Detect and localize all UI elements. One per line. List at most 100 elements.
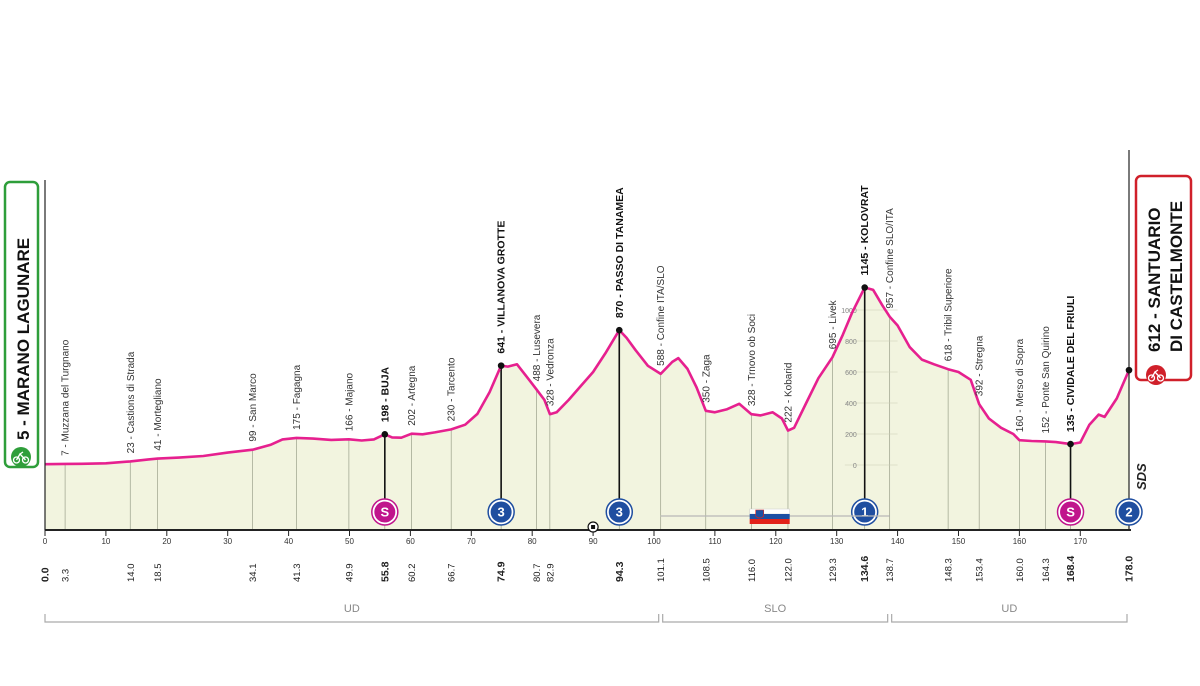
x-tick-label: 140: [891, 537, 905, 546]
tunnel-core: [591, 525, 596, 529]
summit-dot: [861, 284, 868, 291]
stems-layer: [384, 287, 1072, 510]
start-label-box: 5 - MARANO LAGUNARE: [3, 180, 40, 469]
place-label: 588 - Confine ITA/SLO: [656, 265, 667, 366]
badge-text: S: [1066, 505, 1075, 520]
place-label: 641 - VILLANOVA GROTTE: [496, 221, 508, 354]
place-label: 222 - Kobarid: [783, 363, 794, 423]
km-marker-label: 94.3: [614, 561, 626, 582]
km-marker-label: 101.1: [656, 558, 667, 582]
x-tick-label: 120: [769, 537, 783, 546]
km-marker-label: 148.3: [944, 558, 955, 582]
badge-core: [374, 501, 396, 523]
km-marker-label: 66.7: [447, 564, 458, 583]
km-marker-label: 168.4: [1065, 556, 1077, 582]
x-tick-label: 10: [101, 537, 110, 546]
start-icon-frame: [15, 451, 26, 461]
km-marker-label: 14.0: [126, 564, 137, 583]
sprint-badge: S: [1056, 498, 1085, 526]
finish-label-line2: DI CASTELMONTE: [1167, 201, 1186, 352]
badge-core: [854, 501, 876, 523]
km-marker-label: 55.8: [379, 561, 391, 582]
flag-red: [749, 519, 790, 524]
region-label: SLO: [764, 603, 786, 615]
x-tick-label: 80: [528, 537, 537, 546]
km-marker-label: 3.3: [61, 569, 72, 582]
place-label: 328 - Trnovo ob Soci: [747, 314, 758, 406]
km-marker-label: 49.9: [344, 564, 355, 583]
place-label: 618 - Tribil Superiore: [944, 268, 955, 361]
altitude-tick-label: 600: [845, 370, 857, 377]
finish-icon-frame: [1150, 369, 1161, 379]
place-label: 166 - Majano: [344, 372, 355, 431]
place-label: 695 - Livek: [828, 299, 839, 349]
km-marker-label: 153.4: [975, 558, 986, 582]
profile-line: [44, 286, 1131, 466]
cyclist-finish-icon: [1146, 365, 1166, 385]
km-marker-label: 129.3: [828, 558, 839, 582]
place-label: 99 - San Marco: [248, 373, 259, 442]
place-label: 7 - Muzzana del Turgnano: [61, 339, 72, 456]
finish-icon-wheel: [1156, 374, 1165, 382]
tunnel-icon: [587, 521, 599, 533]
place-label: 1145 - KOLOVRAT: [859, 185, 871, 276]
finish-dot: [1125, 366, 1133, 374]
region-bracket: [662, 614, 889, 623]
badge-text: 1: [861, 505, 868, 520]
start-icon-wheel: [12, 456, 21, 464]
place-label: 488 - Lusevera: [532, 314, 543, 381]
summit-dot: [615, 326, 623, 334]
place-label: 350 - Zaga: [701, 354, 712, 403]
badges-layer: S 3 3 1 S 2: [371, 498, 1143, 526]
place-label: 41 - Mortegliano: [153, 378, 164, 451]
sds-logo: SDS: [1134, 463, 1149, 490]
badge-core: [1118, 501, 1140, 523]
x-tick-label: 170: [1074, 537, 1088, 546]
place-label: 202 - Artegna: [407, 365, 418, 425]
finish-icon-disc: [1146, 365, 1166, 385]
km-marker-label: 82.9: [545, 564, 556, 583]
summit-dot: [497, 362, 505, 369]
km-marker-label: 122.0: [783, 558, 794, 582]
gpm-badge: 1: [850, 498, 879, 526]
place-label: 23 - Castions di Strada: [126, 351, 137, 453]
cyclist-start-icon: [11, 447, 31, 467]
x-tick-label: 110: [709, 537, 722, 546]
start-icon-wheel: [21, 456, 30, 464]
place-label: 198 - BUJA: [379, 366, 391, 422]
km-marker-label: 0.0: [40, 567, 52, 582]
start-box-frame: [3, 180, 40, 469]
km-marker-label: 178.0: [1124, 556, 1136, 582]
place-label: 870 - PASSO DI TANAMEA: [614, 187, 626, 318]
altitude-tick-label: 800: [845, 339, 857, 346]
summit-dot: [381, 431, 389, 438]
km-marker-label: 41.3: [292, 564, 303, 583]
km-marker-label: 108.5: [701, 558, 712, 582]
flag-crest: [755, 509, 764, 519]
badge-text: 3: [616, 505, 623, 520]
altitude-tick-label: 400: [845, 401, 857, 408]
start-label: 5 - MARANO LAGUNARE: [14, 238, 33, 440]
km-marker-label: 164.3: [1041, 558, 1052, 582]
region-bracket: [44, 614, 660, 623]
profile-area: [45, 287, 1129, 530]
place-label: 328 - Vedronza: [545, 338, 556, 406]
km-marker-label: 80.7: [532, 564, 543, 583]
slovenia-flag-icon: [749, 508, 790, 524]
finish-label-box: 612 - SANTUARIO DI CASTELMONTE: [1125, 174, 1193, 385]
altitude-tick-label: 0: [853, 463, 857, 470]
km-marker-label: 134.6: [859, 556, 871, 582]
x-tick-label: 50: [345, 537, 354, 546]
summit-dot: [1067, 440, 1074, 448]
altitude-tick-label: 1000: [841, 308, 857, 315]
start-icon-disc: [11, 447, 31, 467]
x-tick-label: 90: [589, 537, 598, 546]
region-label: UD: [344, 603, 360, 615]
x-tick-label: 100: [647, 537, 661, 546]
km-marker-label: 160.0: [1015, 558, 1026, 582]
x-tick-label: 150: [952, 537, 966, 546]
sprint-badge: S: [371, 498, 399, 526]
x-axis: 0 10 20 30 40 50 60 70 80 90 100 110 120 130 140 150 160…: [40, 150, 1136, 582]
place-label: 160 - Merso di Sopra: [1015, 338, 1026, 432]
